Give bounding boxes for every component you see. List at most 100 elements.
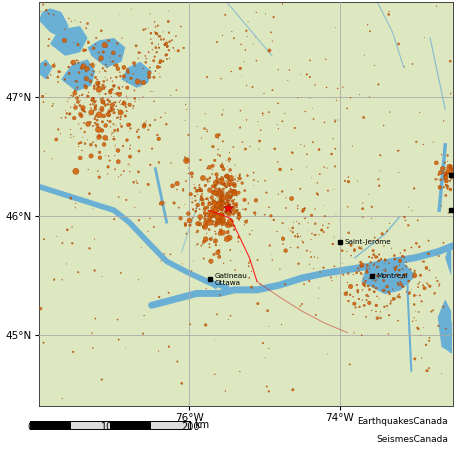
Point [115,336,122,343]
Point [231,181,238,188]
Point [89,60,96,68]
Point [435,171,442,178]
Point [255,145,263,153]
Point [214,180,221,187]
Point [153,30,160,37]
Point [385,11,392,18]
Point [211,211,218,218]
Point [131,95,138,102]
Point [99,64,106,72]
Point [137,244,145,251]
Point [254,118,262,126]
Point [228,187,235,194]
Point [343,248,350,255]
Point [98,107,106,114]
Point [118,34,126,42]
Point [366,262,373,270]
Point [435,322,442,330]
Point [217,195,225,202]
Point [161,199,168,206]
Point [91,83,98,90]
Point [351,247,358,255]
Point [226,180,233,187]
Polygon shape [39,59,52,79]
Point [167,37,175,44]
Point [380,273,388,280]
Point [409,318,416,325]
Point [231,189,238,197]
Point [61,37,68,44]
Point [128,6,135,13]
Point [201,215,208,222]
Point [315,284,323,292]
Point [54,73,61,81]
Point [435,252,442,260]
Point [201,223,208,231]
Point [236,210,243,217]
Polygon shape [445,246,451,276]
Point [288,166,295,173]
Point [225,158,233,165]
Point [103,68,110,75]
Point [377,314,384,322]
Point [436,280,443,288]
Point [150,73,157,81]
Point [239,138,246,146]
Point [224,198,231,205]
Point [56,68,64,75]
Point [197,185,205,193]
Point [316,170,324,178]
Point [395,40,402,48]
Point [225,190,233,198]
Point [121,99,129,106]
Point [357,259,364,266]
Point [213,38,221,46]
Point [225,203,233,210]
Point [226,156,233,163]
Point [392,266,399,274]
Polygon shape [39,8,69,38]
Point [91,85,98,92]
Point [444,184,451,192]
Point [294,94,302,101]
Point [167,92,175,99]
Point [356,303,363,311]
Point [376,295,383,303]
Point [222,387,229,395]
Point [217,193,225,200]
Point [441,169,449,177]
Point [196,220,203,228]
Point [67,92,75,99]
Point [229,217,236,224]
Point [397,281,404,288]
Point [230,200,238,208]
Point [105,163,112,170]
Point [154,30,161,38]
Point [354,287,361,294]
Point [73,94,81,102]
Point [195,186,202,193]
Point [203,73,211,81]
Point [71,87,79,94]
Point [213,200,220,208]
Point [189,198,196,206]
Point [236,172,243,179]
Point [214,246,222,254]
Point [142,117,150,125]
Point [188,170,195,177]
Point [55,126,62,133]
Point [392,295,399,302]
Point [372,308,379,315]
Point [384,283,391,290]
Point [210,251,217,258]
Point [444,172,451,180]
Point [207,257,215,265]
Point [160,35,167,43]
Point [162,51,170,59]
Point [91,81,98,88]
Point [132,75,140,82]
Point [227,209,234,216]
Point [165,47,172,54]
Point [299,239,307,246]
Point [151,18,158,26]
